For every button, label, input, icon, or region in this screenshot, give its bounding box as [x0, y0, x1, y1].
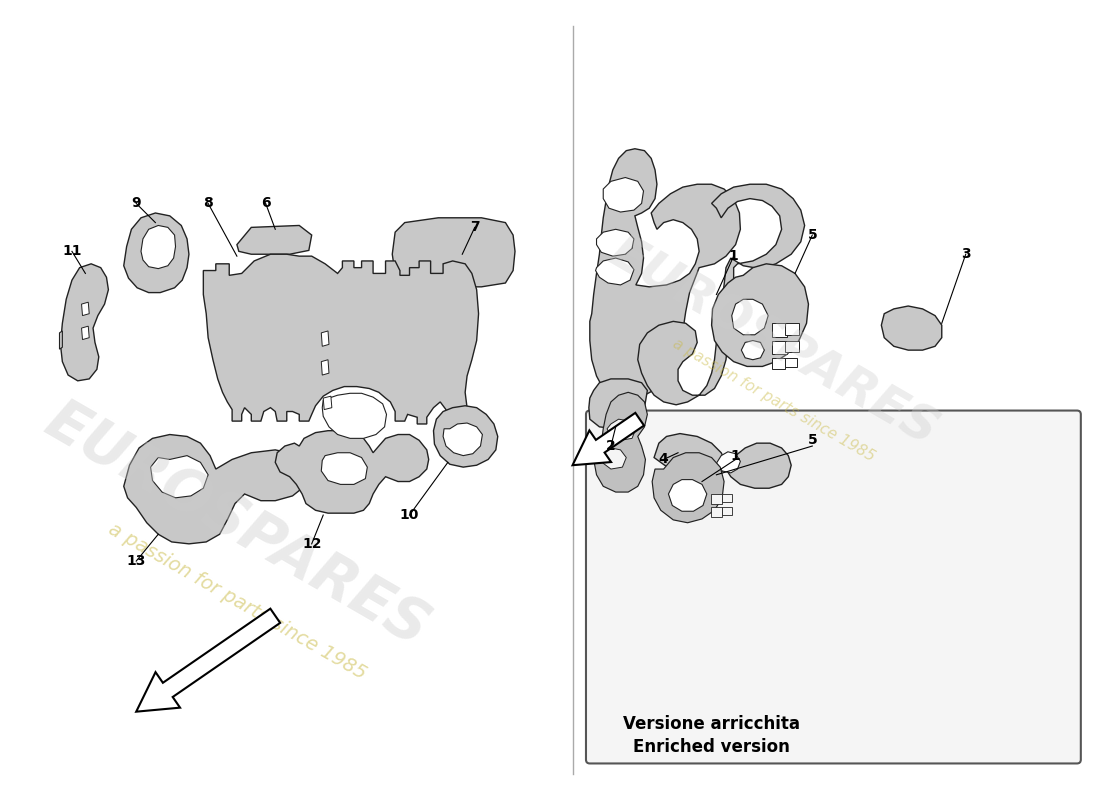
Text: 3: 3 [961, 247, 970, 262]
Polygon shape [603, 178, 644, 212]
Polygon shape [772, 323, 788, 337]
Polygon shape [669, 479, 707, 511]
Polygon shape [596, 230, 634, 256]
Text: 6: 6 [261, 197, 271, 210]
Polygon shape [711, 507, 723, 517]
Text: 5: 5 [807, 434, 817, 447]
Polygon shape [321, 331, 329, 346]
Text: 1: 1 [729, 249, 738, 263]
Polygon shape [772, 358, 785, 370]
Polygon shape [81, 302, 89, 316]
Polygon shape [60, 264, 109, 381]
Polygon shape [590, 149, 740, 398]
Text: 8: 8 [204, 197, 213, 210]
Polygon shape [275, 430, 429, 513]
Polygon shape [443, 423, 483, 456]
Polygon shape [59, 331, 63, 349]
Text: 1: 1 [730, 449, 740, 462]
Polygon shape [123, 434, 306, 544]
Text: 10: 10 [399, 508, 419, 522]
Text: 5: 5 [807, 228, 817, 242]
Polygon shape [638, 184, 804, 405]
Polygon shape [594, 392, 648, 492]
Polygon shape [141, 226, 176, 269]
Polygon shape [772, 341, 788, 354]
Text: a passion for parts since 1985: a passion for parts since 1985 [670, 336, 878, 464]
Polygon shape [711, 494, 723, 503]
Polygon shape [654, 434, 791, 488]
Polygon shape [785, 323, 799, 334]
Polygon shape [652, 453, 724, 522]
Polygon shape [321, 453, 367, 484]
Polygon shape [716, 452, 740, 473]
Text: 9: 9 [131, 197, 141, 210]
Text: 11: 11 [63, 244, 81, 258]
Polygon shape [321, 360, 329, 375]
Text: Enriched version: Enriched version [634, 738, 790, 756]
Text: EUROSPARES: EUROSPARES [35, 392, 439, 658]
Polygon shape [741, 341, 764, 360]
Polygon shape [785, 341, 799, 352]
Polygon shape [81, 326, 89, 339]
Polygon shape [785, 358, 798, 367]
Polygon shape [881, 306, 942, 350]
Polygon shape [595, 258, 634, 285]
FancyBboxPatch shape [586, 410, 1081, 763]
Polygon shape [322, 394, 386, 438]
Text: 13: 13 [126, 554, 146, 568]
Text: a passion for parts since 1985: a passion for parts since 1985 [104, 519, 370, 683]
Polygon shape [732, 299, 768, 334]
FancyArrow shape [573, 413, 644, 466]
Polygon shape [151, 456, 208, 498]
Polygon shape [712, 264, 808, 366]
Polygon shape [601, 448, 626, 469]
Text: Versione arricchita: Versione arricchita [623, 715, 800, 733]
Polygon shape [607, 419, 636, 440]
Text: 4: 4 [659, 453, 669, 466]
Text: 12: 12 [302, 537, 321, 551]
Polygon shape [393, 218, 515, 287]
Polygon shape [588, 379, 648, 429]
Polygon shape [723, 507, 732, 515]
Text: 7: 7 [470, 220, 480, 234]
Polygon shape [616, 400, 623, 410]
Text: 2: 2 [606, 439, 616, 453]
Polygon shape [723, 494, 732, 502]
Polygon shape [204, 254, 478, 424]
Polygon shape [123, 213, 189, 293]
Polygon shape [236, 226, 311, 254]
Polygon shape [323, 396, 332, 410]
FancyArrow shape [136, 609, 280, 712]
Text: EUROSPARES: EUROSPARES [602, 229, 947, 456]
Polygon shape [433, 406, 497, 467]
